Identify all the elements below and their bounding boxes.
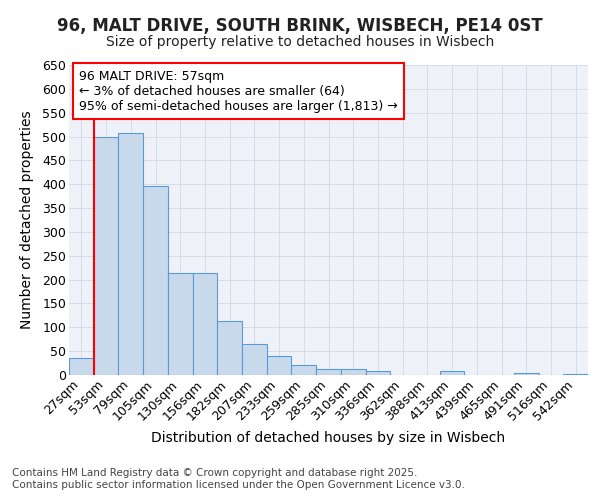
Bar <box>242 344 267 375</box>
Y-axis label: Number of detached properties: Number of detached properties <box>20 110 34 330</box>
Bar <box>440 371 464 375</box>
Bar <box>316 370 341 375</box>
Bar <box>514 372 539 375</box>
Bar <box>267 356 292 375</box>
Bar <box>143 186 168 375</box>
Bar <box>217 321 242 375</box>
X-axis label: Distribution of detached houses by size in Wisbech: Distribution of detached houses by size … <box>151 431 506 445</box>
Bar <box>563 374 588 375</box>
Bar <box>118 132 143 375</box>
Bar <box>193 273 217 375</box>
Text: 96, MALT DRIVE, SOUTH BRINK, WISBECH, PE14 0ST: 96, MALT DRIVE, SOUTH BRINK, WISBECH, PE… <box>57 18 543 36</box>
Bar <box>341 370 365 375</box>
Text: Contains HM Land Registry data © Crown copyright and database right 2025.
Contai: Contains HM Land Registry data © Crown c… <box>12 468 465 490</box>
Bar <box>292 366 316 375</box>
Bar <box>168 273 193 375</box>
Text: Size of property relative to detached houses in Wisbech: Size of property relative to detached ho… <box>106 35 494 49</box>
Text: 96 MALT DRIVE: 57sqm
← 3% of detached houses are smaller (64)
95% of semi-detach: 96 MALT DRIVE: 57sqm ← 3% of detached ho… <box>79 70 398 112</box>
Bar <box>69 358 94 375</box>
Bar <box>365 371 390 375</box>
Bar <box>94 136 118 375</box>
